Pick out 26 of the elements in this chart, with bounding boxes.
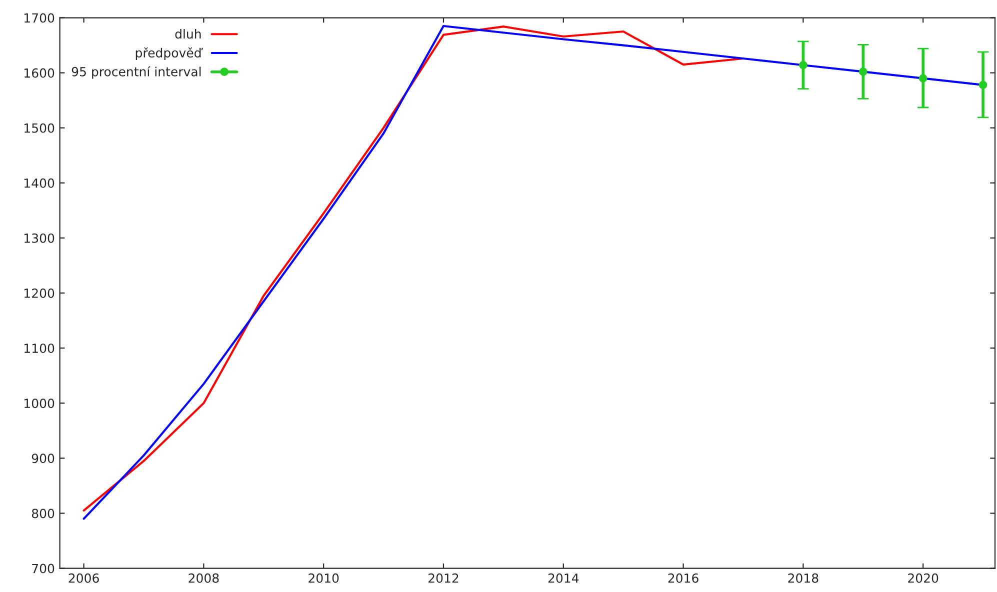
y-tick-label: 1700 (24, 13, 54, 23)
x-tick-label: 2018 (788, 573, 818, 583)
x-tick-label: 2008 (188, 573, 219, 583)
y-tick-label: 700 (32, 564, 54, 574)
point (978, 80, 988, 90)
y-tick-label: 1600 (24, 68, 54, 78)
x-tick-label: 2006 (68, 573, 99, 583)
x-tick-label: 2016 (668, 573, 698, 583)
y-tick-label: 1200 (24, 288, 54, 298)
legend-label: předpověď (136, 47, 204, 60)
y-tick-label: 1400 (24, 178, 54, 188)
x-tick-label: 2010 (308, 573, 339, 583)
point (799, 60, 808, 70)
y-tick-label: 1000 (24, 398, 54, 408)
y-tick-label: 1500 (24, 123, 54, 133)
y-tick-label: 1100 (24, 344, 54, 354)
x-tick-label: 2012 (428, 573, 458, 583)
legend-label: 95 procentní interval (72, 66, 201, 79)
point (858, 68, 868, 76)
y-tick-label: 1300 (24, 233, 54, 243)
point (918, 74, 928, 82)
y-tick-label: 900 (32, 454, 54, 464)
x-tick-label: 2020 (908, 573, 938, 583)
legend-label: dluh (175, 29, 201, 39)
y-tick-label: 800 (32, 508, 54, 518)
x-tick-label: 2014 (548, 573, 579, 583)
